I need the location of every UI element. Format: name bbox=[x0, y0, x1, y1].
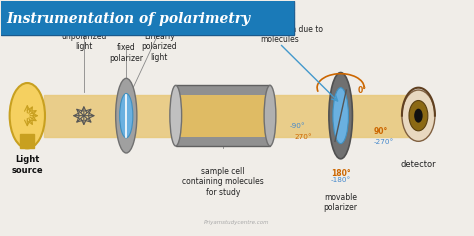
Bar bbox=[1, 21, 293, 22]
FancyBboxPatch shape bbox=[1, 1, 293, 35]
Bar bbox=[1, 32, 293, 33]
Text: -270°: -270° bbox=[374, 139, 394, 145]
Bar bbox=[1, 29, 293, 30]
Text: 90°: 90° bbox=[374, 127, 388, 136]
Text: sample cell
containing molecules
for study: sample cell containing molecules for stu… bbox=[182, 167, 264, 197]
Bar bbox=[1, 4, 293, 5]
Ellipse shape bbox=[329, 72, 353, 159]
Bar bbox=[1, 17, 293, 18]
Bar bbox=[1, 10, 293, 12]
Ellipse shape bbox=[119, 93, 133, 138]
Bar bbox=[1, 16, 293, 17]
Bar bbox=[1, 12, 293, 13]
Ellipse shape bbox=[264, 85, 276, 146]
Bar bbox=[1, 9, 293, 10]
Bar bbox=[1, 7, 293, 8]
Bar bbox=[1, 19, 293, 21]
Bar bbox=[1, 30, 293, 31]
Ellipse shape bbox=[116, 78, 137, 153]
Text: 270°: 270° bbox=[295, 134, 312, 140]
Bar bbox=[20, 134, 35, 148]
Text: detector: detector bbox=[401, 160, 436, 169]
Text: movable
polarizer: movable polarizer bbox=[324, 193, 358, 212]
Text: Linearly
polarized
light: Linearly polarized light bbox=[141, 32, 177, 62]
Text: Instrumentation of polarimetry: Instrumentation of polarimetry bbox=[6, 12, 250, 26]
Text: 0°: 0° bbox=[357, 85, 366, 94]
Bar bbox=[176, 85, 270, 146]
Ellipse shape bbox=[333, 88, 348, 144]
Text: -180°: -180° bbox=[330, 177, 351, 183]
Bar bbox=[1, 3, 293, 4]
Bar bbox=[1, 1, 293, 3]
Bar bbox=[1, 22, 293, 23]
Bar bbox=[1, 14, 293, 15]
Bar bbox=[44, 95, 416, 137]
Ellipse shape bbox=[414, 109, 423, 123]
Bar bbox=[1, 6, 293, 7]
Bar bbox=[1, 23, 293, 24]
Text: Priyamstudycentre.com: Priyamstudycentre.com bbox=[204, 220, 270, 225]
Ellipse shape bbox=[9, 83, 45, 148]
Text: Optical rotation due to
molecules: Optical rotation due to molecules bbox=[236, 25, 323, 44]
Bar bbox=[1, 33, 293, 34]
Bar bbox=[1, 8, 293, 9]
Text: 180°: 180° bbox=[331, 169, 350, 178]
Bar bbox=[1, 5, 293, 6]
Text: Light
source: Light source bbox=[11, 155, 43, 175]
Bar bbox=[1, 34, 293, 35]
Bar bbox=[176, 95, 270, 137]
Bar bbox=[1, 15, 293, 16]
Text: unpolarized
light: unpolarized light bbox=[61, 32, 107, 51]
Ellipse shape bbox=[409, 101, 428, 131]
Ellipse shape bbox=[170, 85, 182, 146]
Bar bbox=[1, 27, 293, 29]
Bar bbox=[1, 13, 293, 14]
Bar bbox=[1, 24, 293, 25]
Text: fixed
polarizer: fixed polarizer bbox=[109, 43, 143, 63]
Text: -90°: -90° bbox=[290, 123, 305, 129]
Bar bbox=[1, 26, 293, 27]
Bar bbox=[1, 25, 293, 26]
Bar bbox=[1, 31, 293, 32]
Bar bbox=[1, 18, 293, 19]
Ellipse shape bbox=[402, 90, 435, 141]
